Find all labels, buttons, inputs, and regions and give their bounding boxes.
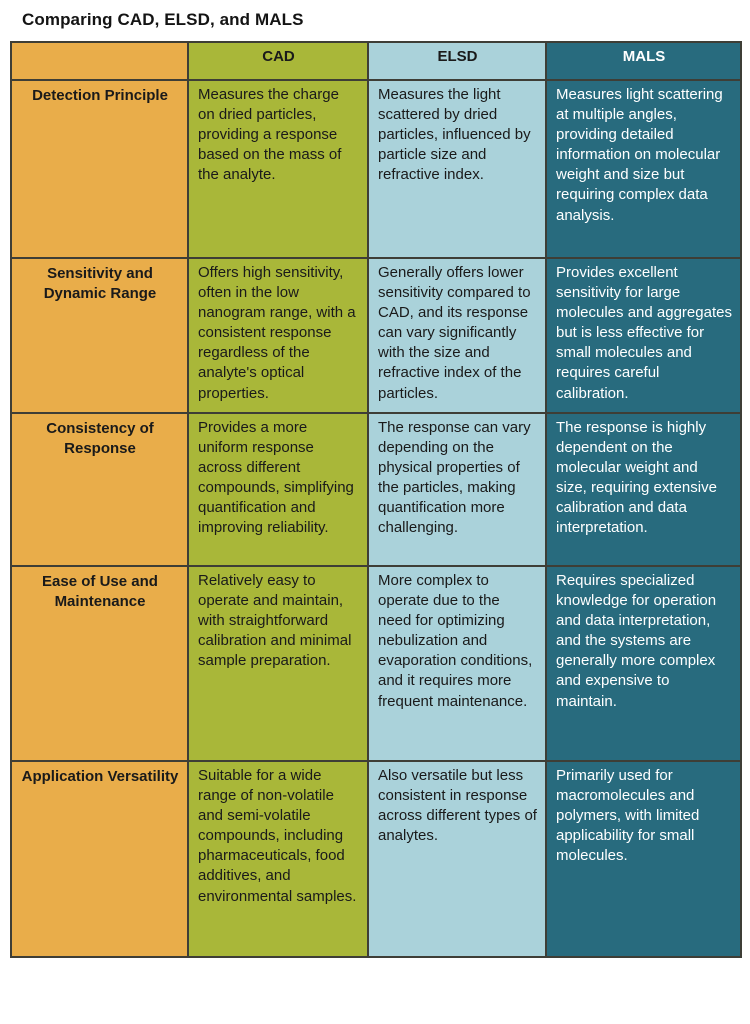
page-title: Comparing CAD, ELSD, and MALS — [22, 10, 304, 29]
elsd-cell: Measures the light scattered by dried pa… — [367, 79, 547, 259]
mals-cell: The response is highly dependent on the … — [545, 412, 742, 567]
mals-cell: Measures light scattering at multiple an… — [545, 79, 742, 259]
cad-cell: Suitable for a wide range of non-volatil… — [187, 760, 369, 958]
mals-cell: Provides excellent sensitivity for large… — [545, 257, 742, 414]
table-row-sensitivity-dynamic-range: Sensitivity and Dynamic Range Offers hig… — [10, 257, 742, 414]
table-row-ease-of-use-maintenance: Ease of Use and Maintenance Relatively e… — [10, 565, 742, 762]
column-header-mals: MALS — [545, 41, 742, 81]
column-header-elsd: ELSD — [367, 41, 547, 81]
row-header: Application Versatility — [10, 760, 189, 958]
cad-cell: Provides a more uniform response across … — [187, 412, 369, 567]
header-row: CAD ELSD MALS — [10, 41, 742, 81]
row-header: Consistency of Response — [10, 412, 189, 567]
table-row-detection-principle: Detection Principle Measures the charge … — [10, 79, 742, 259]
row-header: Ease of Use and Maintenance — [10, 565, 189, 762]
cad-cell: Measures the charge on dried particles, … — [187, 79, 369, 259]
column-header-blank — [10, 41, 189, 81]
elsd-cell: The response can vary depending on the p… — [367, 412, 547, 567]
table-row-consistency-of-response: Consistency of Response Provides a more … — [10, 412, 742, 567]
elsd-cell: More complex to operate due to the need … — [367, 565, 547, 762]
elsd-cell: Also versatile but less consistent in re… — [367, 760, 547, 958]
column-header-cad: CAD — [187, 41, 369, 81]
cad-cell: Offers high sensitivity, often in the lo… — [187, 257, 369, 414]
comparison-table: CAD ELSD MALS Detection Principle Measur… — [10, 41, 742, 958]
row-header: Sensitivity and Dynamic Range — [10, 257, 189, 414]
elsd-cell: Generally offers lower sensitivity compa… — [367, 257, 547, 414]
cad-cell: Relatively easy to operate and maintain,… — [187, 565, 369, 762]
table-row-application-versatility: Application Versatility Suitable for a w… — [10, 760, 742, 958]
mals-cell: Requires specialized knowledge for opera… — [545, 565, 742, 762]
mals-cell: Primarily used for macromolecules and po… — [545, 760, 742, 958]
row-header: Detection Principle — [10, 79, 189, 259]
